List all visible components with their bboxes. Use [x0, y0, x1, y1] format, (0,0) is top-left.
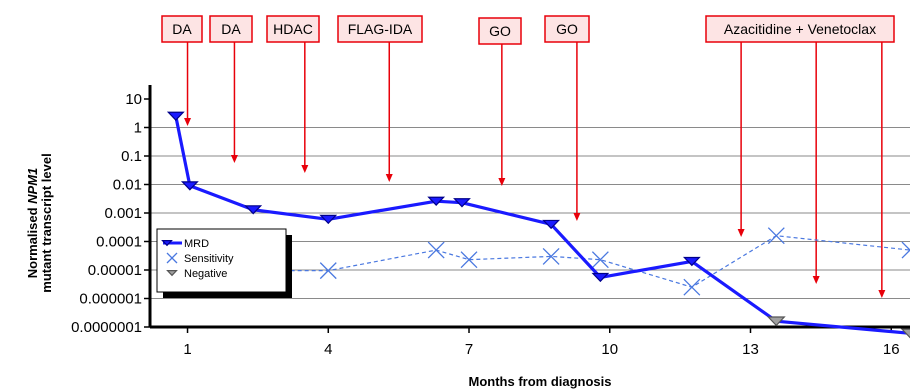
legend-negative-marker — [166, 270, 178, 277]
sensitivity-point — [460, 251, 478, 269]
y-axis-title: Normalised NPM1 mutant transcript level — [25, 153, 54, 292]
marker-stroke — [166, 252, 178, 264]
legend-mrd-label: MRD — [184, 238, 209, 250]
treatment-label: GO — [489, 23, 511, 39]
sensitivity-point — [319, 262, 337, 280]
treatment-labels: DA DA HDAC FLAG-IDA GO GO Azacitidine + Veneto… — [161, 15, 895, 45]
sensitivity-point — [683, 278, 701, 296]
treatment-box — [337, 15, 423, 43]
marker-stroke — [683, 278, 701, 296]
mrd-point — [542, 219, 561, 230]
treatment-arrow-head — [301, 165, 309, 173]
treatment-box — [209, 15, 253, 43]
treatment-label: DA — [172, 21, 192, 37]
treatment-arrows — [184, 42, 886, 298]
marker-stroke — [767, 227, 785, 245]
mrd-point — [591, 272, 610, 283]
treatment-arrow-head — [573, 213, 581, 221]
mrd-point — [180, 181, 199, 191]
treatment-box — [266, 15, 320, 43]
x-tick-label: 4 — [324, 341, 332, 358]
mrd-point — [166, 111, 185, 121]
y-axis-title-line2: mutant transcript level — [39, 153, 54, 292]
y-tick-label: 0.001 — [104, 205, 142, 222]
treatment-label: FLAG-IDA — [348, 21, 413, 37]
y-tick-label: 0.1 — [121, 148, 142, 165]
treatment-arrow-head — [385, 174, 393, 182]
mrd-line — [174, 115, 910, 335]
legend-negative-label: Negative — [184, 268, 227, 280]
marker-stroke — [542, 247, 560, 265]
y-tick-label: 10 — [125, 91, 142, 108]
legend-mrd-marker — [161, 240, 173, 247]
treatment-arrow-head — [812, 276, 820, 284]
legend: MRD Sensitivity Negative — [156, 228, 292, 298]
sensitivity-point — [591, 251, 609, 269]
marker-stroke — [901, 241, 910, 251]
sensitivity-point — [542, 247, 560, 265]
x-tick-labels: 1 4 7 10 13 16 — [183, 341, 899, 358]
y-tick-label: 0.0000001 — [71, 319, 142, 336]
treatment-label: GO — [556, 21, 578, 37]
sensitivity-point — [427, 241, 445, 259]
negative-series — [766, 316, 910, 339]
svg-text:Normalised NPM1: Normalised NPM1 — [25, 168, 40, 279]
mrd-point — [427, 196, 446, 206]
mrd-point — [319, 214, 338, 225]
x-tick-label: 10 — [601, 341, 618, 358]
sensitivity-point — [901, 241, 910, 259]
treatment-label: DA — [221, 21, 241, 37]
mrd-point — [244, 205, 263, 215]
y-tick-label: 1 — [134, 120, 142, 137]
x-tick-label: 1 — [183, 341, 191, 358]
x-tick-label: 13 — [742, 341, 759, 358]
legend-sensitivity-marker — [166, 252, 178, 264]
treatment-arrow-head — [737, 229, 745, 237]
treatment-box — [705, 15, 895, 43]
y-tick-label: 0.01 — [113, 177, 142, 194]
sensitivity-point — [767, 227, 785, 245]
legend-box — [156, 228, 287, 293]
y-axis-title-gene: NPM1 — [25, 168, 40, 204]
marker-stroke — [591, 251, 609, 269]
marker-stroke — [460, 251, 478, 269]
x-axis-title: Months from diagnosis — [469, 374, 612, 389]
treatment-arrow-head — [498, 178, 506, 186]
marker-stroke — [427, 241, 445, 259]
mrd-point — [682, 256, 701, 267]
negative-point — [900, 328, 910, 339]
marker-stroke — [319, 262, 337, 280]
x-tick-label: 7 — [465, 341, 473, 358]
y-tick-label: 0.0001 — [96, 234, 142, 251]
treatment-arrow-head — [184, 118, 192, 126]
treatment-box — [161, 15, 203, 43]
treatment-arrow-head — [230, 155, 238, 163]
treatment-label: HDAC — [273, 21, 313, 37]
negative-point — [766, 316, 786, 327]
marker-stroke — [901, 249, 910, 259]
treatment-box — [544, 15, 590, 43]
y-tick-label: 0.000001 — [79, 291, 142, 308]
y-axis-title-prefix: Normalised — [25, 204, 40, 278]
axes — [144, 85, 910, 333]
treatment-arrow-head — [878, 290, 886, 298]
legend-sensitivity-label: Sensitivity — [184, 253, 234, 265]
sensitivity-series — [276, 227, 910, 296]
y-tick-label: 0.00001 — [88, 262, 142, 279]
mrd-series — [166, 111, 910, 335]
x-tick-label: 16 — [883, 341, 900, 358]
y-tick-labels: 10 1 0.1 0.01 0.001 0.0001 0.00001 0.000001 0.00… — [71, 91, 142, 336]
treatment-box — [478, 17, 522, 45]
treatment-label: Azacitidine + Venetoclax — [724, 21, 876, 37]
mrd-point — [453, 198, 471, 208]
